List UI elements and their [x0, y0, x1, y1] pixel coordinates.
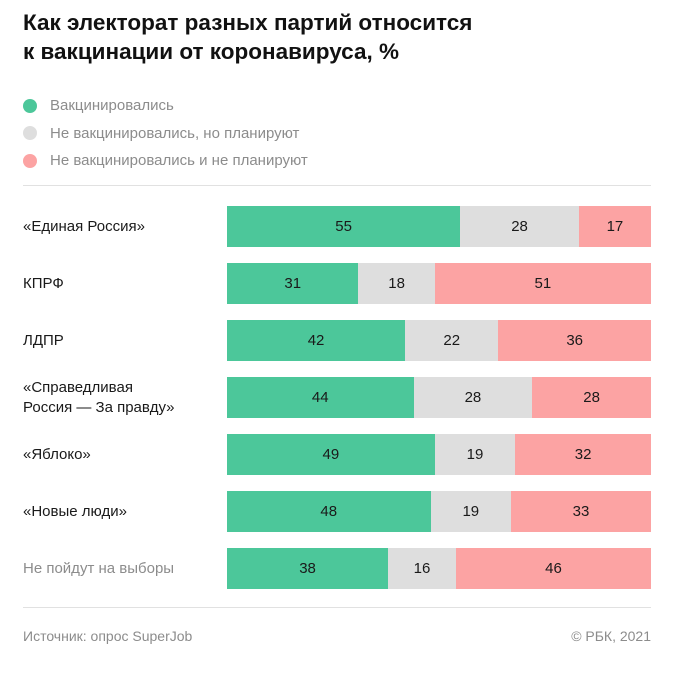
category-label: ЛДПР [23, 320, 223, 361]
data-label: 17 [606, 218, 624, 235]
data-label: 16 [413, 560, 431, 577]
data-label: 19 [462, 503, 480, 520]
bar-row: 42 22 36 [227, 320, 651, 361]
data-label: 49 [322, 446, 340, 463]
chart-title-line-1: Как электорат разных партий относится [23, 10, 473, 35]
data-label: 28 [583, 389, 600, 406]
bar-segment-vaccinated: 44 [227, 377, 414, 418]
data-label: 42 [307, 332, 325, 349]
bar-row: 55 28 17 [227, 206, 651, 247]
category-label: Не пойдут на выборы [23, 548, 223, 589]
legend-swatch-vaccinated [23, 98, 37, 113]
category-label-text: ЛДПР [23, 331, 64, 349]
category-label-text: Не пойдут на выборы [23, 559, 175, 577]
category-label-text: «Новые люди» [23, 502, 127, 520]
bottom-divider [23, 607, 651, 608]
data-label: 36 [566, 332, 583, 349]
bar-segment-not-planning: 28 [532, 377, 651, 418]
data-label: 33 [572, 503, 590, 520]
data-label: 28 [464, 389, 482, 406]
category-label-text: «Яблоко» [23, 445, 91, 463]
category-label-text: «Справедливая Россия — За правду» [23, 378, 175, 416]
bar-row: 44 28 28 [227, 377, 651, 418]
bar-segment-not-planning: 46 [455, 548, 651, 589]
legend-item-planning: Не вакцинировались, но планируют [23, 120, 308, 148]
bar-segment-vaccinated: 42 [227, 320, 406, 361]
bar-row: 48 19 33 [227, 491, 651, 532]
bar-segment-vaccinated: 55 [227, 206, 461, 247]
legend-label-planning: Не вакцинировались, но планируют [50, 124, 300, 142]
chart-title: Как электорат разных партий относится к … [23, 8, 663, 66]
data-label: 19 [466, 446, 484, 463]
bar-segment-vaccinated: 49 [227, 434, 435, 475]
data-label: 46 [545, 560, 562, 577]
category-label: «Единая Россия» [23, 206, 223, 247]
legend: Вакцинировались Не вакцинировались, но п… [23, 92, 308, 175]
chart-title-line-2: к вакцинации от коронавируса, % [23, 39, 399, 64]
bar-segment-planning: 28 [413, 377, 533, 418]
data-label: 31 [284, 275, 302, 292]
bar-segment-planning: 19 [430, 491, 512, 532]
category-label: КПРФ [23, 263, 223, 304]
bar-segment-planning: 16 [388, 548, 456, 589]
source-note: Источник: опрос SuperJob [23, 628, 193, 644]
data-label: 28 [511, 218, 528, 235]
data-label: 32 [574, 446, 592, 463]
bar-segment-planning: 28 [460, 206, 579, 247]
top-divider [23, 185, 651, 186]
bar-segment-planning: 22 [405, 320, 499, 361]
data-label: 55 [335, 218, 352, 235]
legend-swatch-planning [23, 126, 37, 141]
data-label: 18 [388, 275, 405, 292]
data-label: 48 [320, 503, 338, 520]
bar-row: 49 19 32 [227, 434, 651, 475]
bar-segment-not-planning: 17 [578, 206, 651, 247]
data-label: 44 [311, 389, 329, 406]
legend-label-not-planning: Не вакцинировались и не планируют [50, 152, 308, 170]
bar-segment-vaccinated: 38 [227, 548, 389, 589]
data-label: 38 [299, 560, 316, 577]
bar-row: 31 18 51 [227, 263, 651, 304]
bar-segment-not-planning: 51 [434, 263, 651, 304]
copyright: © РБК, 2021 [571, 628, 651, 644]
bar-segment-vaccinated: 48 [227, 491, 431, 532]
data-label: 22 [443, 332, 461, 349]
category-label-text: КПРФ [23, 274, 64, 292]
category-label: «Яблоко» [23, 434, 223, 475]
legend-item-not-planning: Не вакцинировались и не планируют [23, 147, 308, 175]
bar-segment-not-planning: 33 [511, 491, 651, 532]
bar-segment-planning: 18 [358, 263, 435, 304]
legend-item-vaccinated: Вакцинировались [23, 92, 308, 120]
category-label: «Новые люди» [23, 491, 223, 532]
category-label-text: «Единая Россия» [23, 217, 145, 235]
bar-segment-planning: 19 [434, 434, 516, 475]
bar-segment-vaccinated: 31 [227, 263, 359, 304]
bar-row: 38 16 46 [227, 548, 651, 589]
legend-label-vaccinated: Вакцинировались [50, 97, 174, 115]
category-label: «Справедливая Россия — За правду» [23, 377, 223, 418]
bar-segment-not-planning: 36 [498, 320, 651, 361]
bar-segment-not-planning: 32 [515, 434, 651, 475]
legend-swatch-not-planning [23, 153, 37, 168]
data-label: 51 [534, 275, 552, 292]
